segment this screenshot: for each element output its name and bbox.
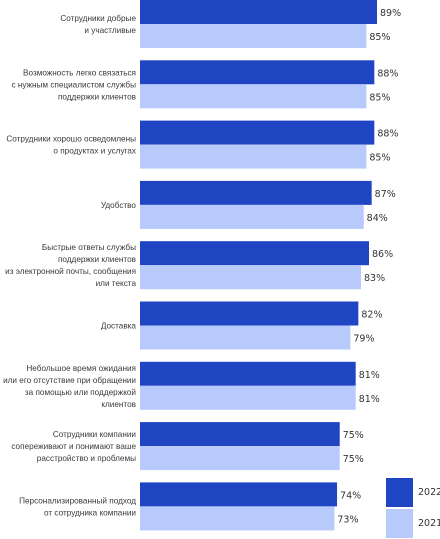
value-label-2021: 73% <box>337 514 358 525</box>
value-label-2022: 88% <box>377 68 398 79</box>
value-label-2021: 83% <box>364 273 385 284</box>
category-label: Быстрые ответы службы поддержки клиентов и… <box>5 243 136 288</box>
value-label-2022: 81% <box>359 370 380 381</box>
bar-2022 <box>140 180 372 205</box>
bar-2022 <box>140 422 340 447</box>
value-label-2022: 89% <box>380 8 401 19</box>
category-group: 88% 85% Сотрудники хорошо осведомлены о про… <box>6 120 398 169</box>
category-group: 89% 85% Сотрудники добрые и участливые <box>60 0 401 48</box>
bar-2021 <box>140 446 340 471</box>
bar-2021 <box>140 204 364 229</box>
bar-2021 <box>140 84 367 109</box>
value-label-2021: 84% <box>367 213 388 224</box>
category-group: 86% 83% Быстрые ответы службы поддержки кли… <box>5 241 393 290</box>
legend-swatch-2021 <box>386 509 413 538</box>
value-label-2021: 75% <box>343 454 364 465</box>
value-label-2022: 82% <box>361 310 382 321</box>
bar-2022 <box>140 60 375 85</box>
category-group: 82% 79% Доставка <box>101 301 382 350</box>
legend-label-2021: 2021 <box>418 518 440 529</box>
value-label-2022: 74% <box>340 490 361 501</box>
category-group: 74% 73% Персонализированный подход от сотру… <box>19 482 361 531</box>
bar-2022 <box>140 482 338 507</box>
legend-item-2021: 2021 <box>386 509 440 539</box>
bar-2021 <box>140 24 367 48</box>
category-group: 81% 81% Небольшое время ожидания или его от… <box>3 361 380 410</box>
bar-2022 <box>140 301 359 326</box>
value-label-2022: 87% <box>375 189 396 200</box>
legend-swatch-2022 <box>386 478 413 507</box>
category-label: Сотрудники добрые и участливые <box>60 14 136 35</box>
bar-2021 <box>140 265 362 290</box>
value-label-2021: 81% <box>359 394 380 405</box>
bar-2022 <box>140 0 377 24</box>
category-label: Возможность легко связаться с нужным спец… <box>11 68 136 101</box>
value-label-2021: 85% <box>369 153 390 164</box>
value-label-2022: 86% <box>372 249 393 260</box>
legend-label-2022: 2022 <box>418 487 440 498</box>
value-label-2022: 88% <box>377 129 398 140</box>
bar-2022 <box>140 120 375 145</box>
value-label-2022: 75% <box>343 430 364 441</box>
value-label-2021: 79% <box>353 334 374 345</box>
bar-2021 <box>140 144 367 169</box>
category-group: 88% 85% Возможность легко связаться с нужны… <box>11 60 398 109</box>
bar-2021 <box>140 325 351 350</box>
bar-2022 <box>140 241 370 266</box>
category-label: Небольшое время ожидания или его отсутств… <box>3 364 136 409</box>
category-label: Сотрудники компании сопереживают и понима… <box>11 430 136 463</box>
legend-item-2022: 2022 <box>386 478 440 508</box>
value-label-2021: 85% <box>369 92 390 103</box>
category-label: Удобство <box>101 201 137 210</box>
bar-2022 <box>140 361 356 386</box>
category-label: Доставка <box>101 322 137 331</box>
bar-2021 <box>140 506 335 531</box>
category-group: 87% 84% Удобство <box>101 180 396 229</box>
category-label: Сотрудники хорошо осведомлены о продуктах… <box>6 135 136 156</box>
category-group: 75% 75% Сотрудники компании сопереживают и … <box>11 422 364 471</box>
category-label: Персонализированный подход от сотрудника … <box>19 496 136 517</box>
bar-2021 <box>140 385 356 410</box>
value-label-2021: 85% <box>369 32 390 43</box>
